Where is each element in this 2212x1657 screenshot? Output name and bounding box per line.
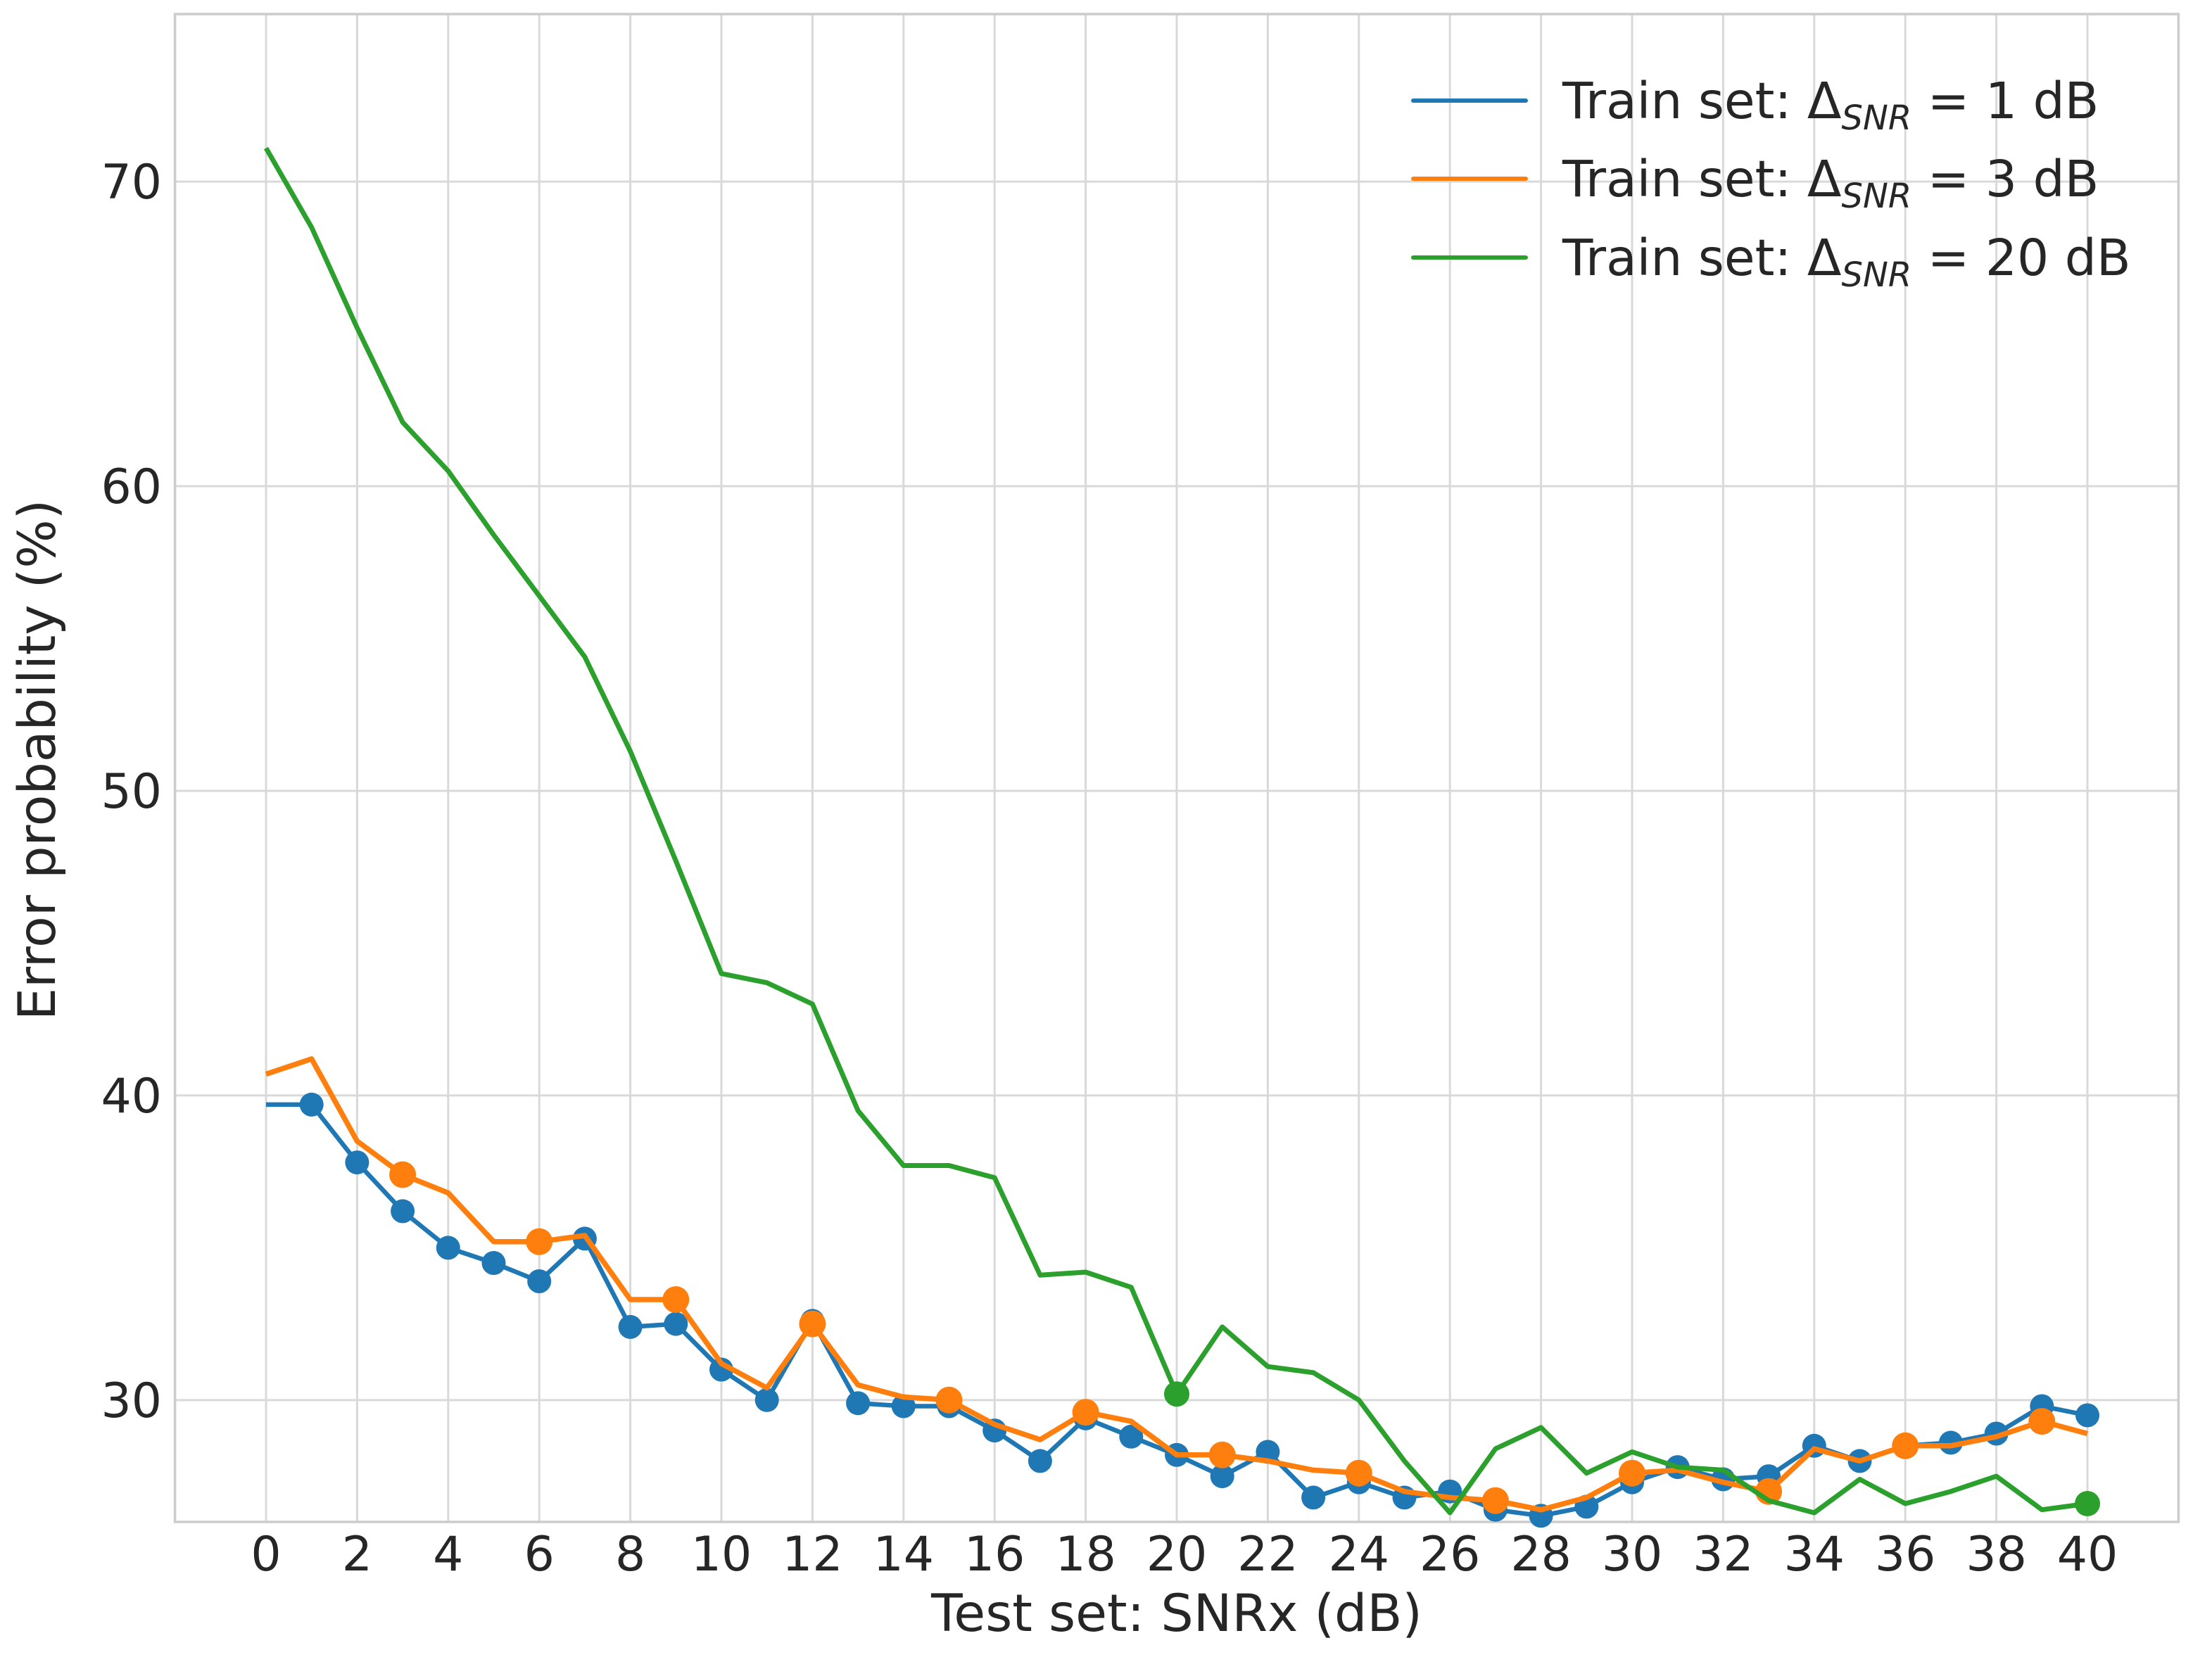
x-tick-label: 38: [1966, 1527, 2027, 1582]
series-delta-1: [266, 1092, 2099, 1528]
legend-label-delta-3: Train set: ΔSNR = 3 dB: [1562, 150, 2099, 216]
data-point-marker: [345, 1150, 369, 1175]
data-point-marker: [1072, 1399, 1099, 1426]
legend: Train set: ΔSNR = 1 dB Train set: ΔSNR = …: [1411, 72, 2131, 295]
data-point-marker: [662, 1286, 690, 1313]
y-tick-label: 60: [101, 459, 162, 515]
data-point-marker: [935, 1386, 963, 1414]
x-tick-label: 6: [524, 1527, 555, 1582]
x-tick-label: 14: [873, 1527, 935, 1582]
y-tick-label: 30: [101, 1373, 162, 1429]
y-tick-label: 40: [101, 1069, 162, 1124]
data-point-marker: [526, 1228, 553, 1255]
data-point-marker: [2075, 1491, 2100, 1516]
x-tick-label: 20: [1146, 1527, 1208, 1582]
data-point-marker: [299, 1092, 324, 1117]
x-tick-label: 12: [782, 1527, 843, 1582]
data-point-marker: [799, 1310, 826, 1338]
x-axis-label: Test set: SNRx (dB): [930, 1584, 1422, 1644]
data-point-marker: [754, 1388, 779, 1412]
series-delta-20: [263, 146, 2100, 1516]
x-tick-label: 26: [1420, 1527, 1481, 1582]
data-point-marker: [1938, 1430, 1963, 1455]
series-group: [263, 146, 2100, 1528]
data-point-marker: [1892, 1432, 1919, 1459]
data-point-marker: [1164, 1381, 1189, 1407]
x-tick-label: 4: [433, 1527, 463, 1582]
x-tick-label: 24: [1329, 1527, 1390, 1582]
data-point-marker: [891, 1394, 916, 1418]
data-point-marker: [1481, 1487, 1509, 1514]
series-delta-1-markers: [299, 1092, 2099, 1528]
x-tick-label: 10: [691, 1527, 752, 1582]
series-delta-20-markers: [1164, 1381, 2100, 1516]
series-delta-3-line: [265, 1056, 2088, 1513]
x-tick-label: 36: [1875, 1527, 1936, 1582]
x-tick-label: 34: [1784, 1527, 1845, 1582]
data-point-marker: [527, 1269, 552, 1293]
data-point-marker: [391, 1199, 415, 1224]
y-axis-label: Error probability (%): [8, 500, 68, 1020]
data-point-marker: [1301, 1485, 1326, 1510]
x-tick-label: 40: [2057, 1527, 2118, 1582]
data-point-marker: [389, 1161, 417, 1188]
data-point-marker: [1210, 1464, 1234, 1489]
y-tick-label: 70: [101, 155, 162, 210]
legend-entry-delta-1: Train set: ΔSNR = 1 dB: [1411, 72, 2099, 138]
data-point-marker: [1119, 1424, 1144, 1449]
legend-entry-delta-20: Train set: ΔSNR = 20 dB: [1411, 229, 2131, 295]
x-tick-label: 32: [1693, 1527, 1754, 1582]
x-grid-lines: [265, 14, 2089, 1522]
data-point-marker: [618, 1314, 643, 1339]
x-tick-label: 16: [964, 1527, 1025, 1582]
x-tick-label: 0: [251, 1527, 281, 1582]
legend-label-delta-20: Train set: ΔSNR = 20 dB: [1562, 229, 2131, 295]
data-point-marker: [1208, 1441, 1236, 1468]
data-point-marker: [664, 1312, 688, 1336]
data-point-marker: [481, 1251, 506, 1275]
series-delta-3: [265, 1056, 2088, 1514]
x-tick-labels: 0 2 4 6 8 10 12 14 16 18 20 22 24 26 28 30 32 34 36 38 40: [251, 1527, 2118, 1582]
legend-label-delta-1: Train set: ΔSNR = 1 dB: [1562, 72, 2099, 138]
x-tick-label: 30: [1602, 1527, 1663, 1582]
data-point-marker: [709, 1357, 733, 1382]
data-point-marker: [436, 1236, 460, 1260]
y-tick-label: 50: [101, 764, 162, 820]
x-tick-label: 22: [1237, 1527, 1298, 1582]
x-tick-label: 2: [342, 1527, 372, 1582]
x-tick-label: 8: [615, 1527, 645, 1582]
series-delta-3-markers: [389, 1161, 2056, 1514]
x-tick-label: 28: [1510, 1527, 1572, 1582]
data-point-marker: [1028, 1449, 1052, 1473]
data-point-marker: [1619, 1459, 1645, 1487]
data-point-marker: [1345, 1459, 1372, 1487]
legend-entry-delta-3: Train set: ΔSNR = 3 dB: [1411, 150, 2099, 216]
data-point-marker: [846, 1391, 871, 1416]
x-tick-label: 18: [1055, 1527, 1116, 1582]
plot-border: [173, 13, 2180, 1523]
data-point-marker: [2075, 1403, 2099, 1428]
y-tick-labels: 30 40 50 60 70: [101, 155, 162, 1429]
data-point-marker: [2028, 1408, 2056, 1435]
